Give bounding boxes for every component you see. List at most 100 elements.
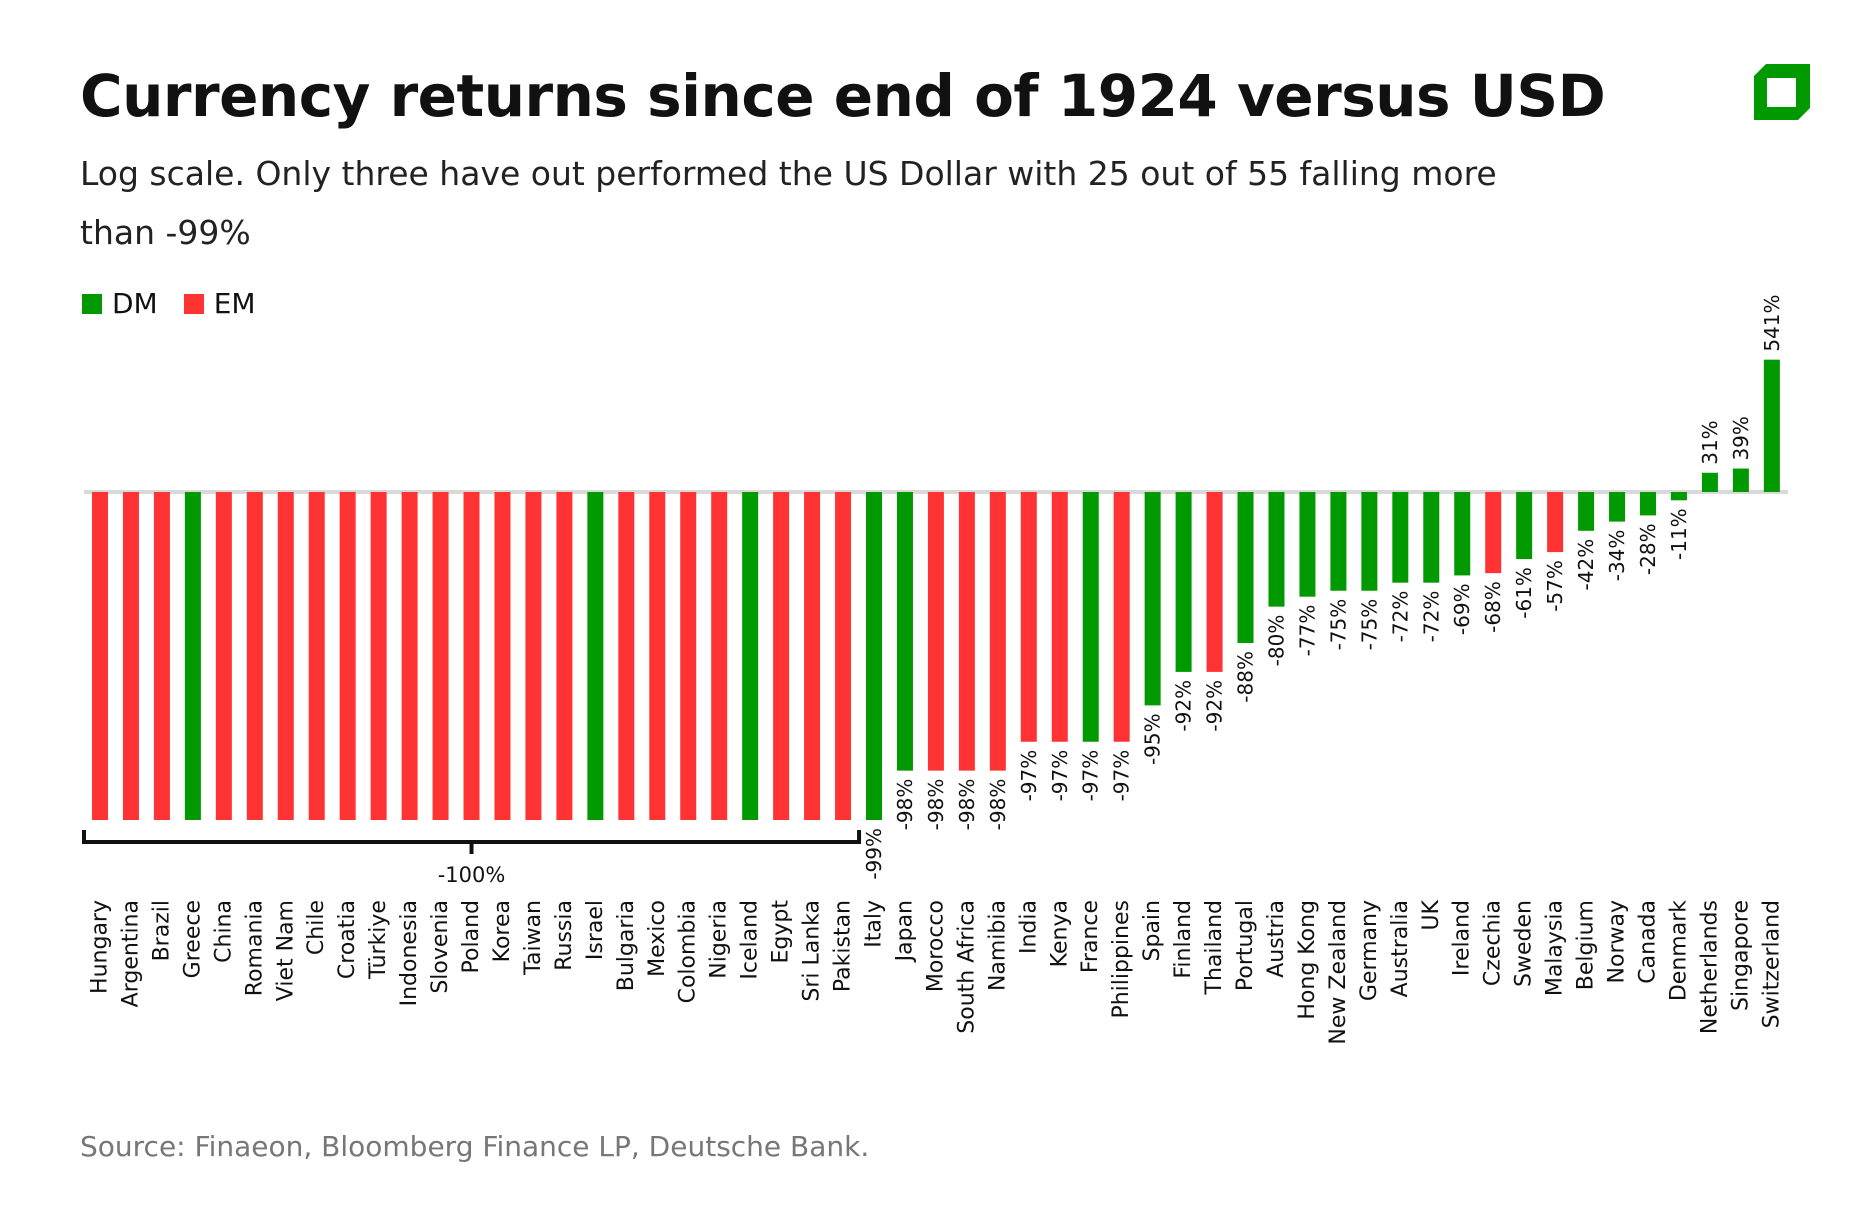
category-label: Sweden [1512, 900, 1537, 987]
category-label: Namibia [985, 900, 1010, 991]
legend-item-dm: DM [82, 287, 158, 320]
category-label: Singapore [1728, 900, 1753, 1011]
category-label: Czechia [1481, 900, 1506, 986]
bar-indonesia [401, 492, 418, 820]
category-label: Türkiye [366, 900, 391, 980]
bar-philippines [1113, 492, 1130, 742]
category-label: UK [1419, 899, 1444, 930]
bar-iceland [742, 492, 759, 820]
category-label: Greece [180, 900, 205, 978]
category-label: Morocco [923, 900, 948, 992]
chart-subtitle: Log scale. Only three have out performed… [80, 154, 1497, 252]
category-label: Indonesia [397, 900, 422, 1006]
bar-argentina [122, 492, 139, 820]
bar-uk [1423, 492, 1440, 583]
bar-egypt [773, 492, 790, 820]
category-label: Croatia [335, 900, 360, 979]
category-label: Nigeria [707, 900, 732, 979]
category-label: Poland [459, 900, 484, 973]
data-label: -72% [1388, 591, 1412, 643]
bar-germany [1361, 492, 1378, 591]
bar-croatia [339, 492, 356, 820]
bar-singapore [1732, 468, 1749, 492]
data-label: -97% [1079, 750, 1103, 802]
bar-türkiye [370, 492, 387, 820]
category-label: Japan [892, 900, 917, 963]
bar-belgium [1578, 492, 1595, 531]
bar-netherlands [1701, 472, 1718, 492]
bar-france [1082, 492, 1099, 742]
data-label: -98% [924, 779, 948, 831]
bar-korea [494, 492, 511, 820]
data-label: -72% [1419, 591, 1443, 643]
category-label: Finland [1171, 900, 1196, 979]
bar-denmark [1670, 492, 1687, 501]
bar-japan [896, 492, 913, 771]
category-label: Hong Kong [1295, 900, 1320, 1020]
category-label: Slovenia [428, 900, 453, 994]
bar-finland [1175, 492, 1192, 672]
data-label: 39% [1729, 416, 1753, 460]
category-label: Australia [1388, 900, 1413, 997]
legend-swatch-em [183, 293, 204, 314]
bar-austria [1268, 492, 1285, 607]
category-label: Korea [490, 900, 515, 962]
data-label: 31% [1698, 420, 1722, 464]
category-label: Taiwan [521, 900, 546, 976]
bar-morocco [927, 492, 944, 771]
data-label: -75% [1326, 599, 1350, 651]
bar-colombia [680, 492, 697, 820]
category-label: Pakistan [831, 900, 856, 992]
data-label: -97% [1048, 750, 1072, 802]
data-label: -57% [1543, 560, 1567, 612]
bar-poland [463, 492, 480, 820]
category-label: Austria [1264, 900, 1289, 978]
category-label: Thailand [1202, 900, 1227, 995]
bar-italy [866, 492, 882, 820]
category-label: Bulgaria [614, 900, 639, 991]
category-label: Romania [242, 900, 267, 996]
legend-swatch-dm [82, 293, 102, 314]
bar-taiwan [525, 492, 542, 820]
legend-label-dm: DM [112, 287, 158, 320]
bar-canada [1640, 492, 1656, 516]
data-label: -99% [862, 828, 886, 880]
category-label: Viet Nam [273, 900, 298, 1001]
bar-switzerland [1763, 359, 1780, 492]
legend-item-em: EM [183, 287, 256, 320]
data-label: -98% [955, 779, 979, 831]
data-label: -97% [1017, 750, 1041, 802]
bar-ireland [1454, 492, 1471, 576]
category-label: France [1078, 900, 1103, 973]
data-label: -28% [1636, 523, 1660, 575]
category-label: China [211, 900, 236, 963]
bar-russia [556, 492, 573, 820]
chart-title: Currency returns since end of 1924 versu… [80, 62, 1606, 130]
bar-spain [1144, 492, 1161, 706]
category-label: Netherlands [1697, 900, 1722, 1034]
category-label: Colombia [676, 900, 701, 1003]
category-label: Philippines [1109, 900, 1134, 1019]
bar-south-africa [958, 492, 975, 771]
category-label: Argentina [118, 900, 143, 1007]
category-label: South Africa [954, 900, 979, 1034]
category-label: Denmark [1666, 900, 1691, 1001]
bar-bulgaria [618, 492, 635, 820]
category-label: Canada [1636, 900, 1661, 984]
data-label: -98% [986, 779, 1010, 831]
group-bracket [82, 830, 862, 854]
bar-australia [1392, 492, 1409, 583]
category-label: Norway [1605, 900, 1630, 983]
data-label: -11% [1667, 508, 1691, 560]
category-label: Switzerland [1759, 900, 1784, 1028]
data-label: -34% [1605, 530, 1629, 582]
data-label: -69% [1450, 583, 1474, 635]
bar-malaysia [1547, 492, 1564, 553]
bar-israel [587, 492, 604, 820]
category-label: Mexico [645, 900, 670, 977]
category-label: Kenya [1047, 900, 1072, 967]
data-label: -68% [1481, 581, 1505, 633]
category-label: Ireland [1450, 900, 1475, 976]
category-label: Malaysia [1543, 900, 1568, 996]
